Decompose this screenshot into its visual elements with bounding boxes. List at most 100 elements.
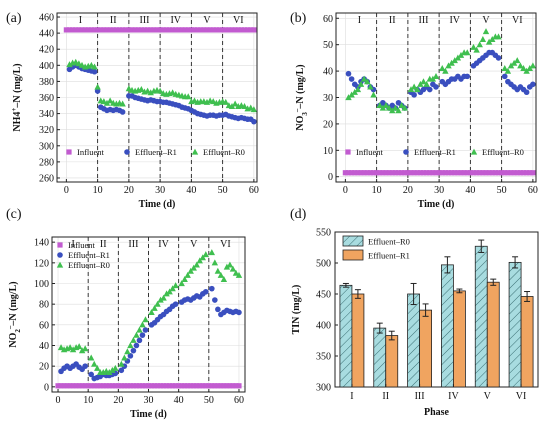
data-point [352,170,358,176]
data-point [445,170,452,176]
data-point [145,383,152,389]
data-point [236,309,242,316]
y-tick-label: 440 [39,29,54,40]
data-point [514,170,520,176]
data-point [231,100,239,107]
data-point [223,27,229,33]
series-Influent [342,170,536,176]
data-point [376,102,383,109]
data-point [115,383,121,389]
data-point [524,170,530,176]
data-point [94,364,101,371]
data-point [127,353,134,359]
data-point [132,27,138,33]
data-point [190,264,197,271]
data-point [527,170,533,176]
data-point [126,27,132,33]
y-tick-label: 400 [39,61,54,72]
data-point [79,27,85,33]
data-point [241,102,248,109]
data-point [212,383,218,389]
panel-label: (d) [290,207,307,222]
data-point [142,383,149,389]
y-tick-label: 400 [316,321,331,332]
data-point [157,296,164,303]
data-point [529,62,537,69]
data-point [94,88,101,94]
data-point [382,102,390,109]
data-point [75,343,83,350]
data-point [106,383,112,389]
data-point [408,170,414,176]
data-point [439,170,445,176]
bar-Effluent–R0 [508,261,522,388]
data-point [160,27,166,33]
data-point [489,36,496,43]
data-point [121,383,127,389]
phase-label: III [419,15,429,26]
data-point [154,383,161,389]
data-point [142,316,149,323]
x-tick-label: V [484,391,492,402]
data-point [81,345,89,352]
data-point [507,62,515,69]
data-point [502,170,508,176]
data-point [510,59,518,66]
data-point [228,102,236,109]
data-point [170,27,176,33]
data-point [179,27,185,33]
x-axis-label: Time (d) [139,199,176,210]
data-point [119,109,126,115]
data-point [127,383,134,389]
data-point [449,170,455,176]
data-point [426,86,433,93]
legend-label: Effluent–R0 [203,147,245,157]
data-point [248,27,254,33]
y-tick-label: 300 [316,383,331,394]
data-point [130,383,137,389]
data-point [185,27,191,33]
bar-Effluent–R0 [339,284,353,388]
legend-label: Effluent–R0 [68,260,110,270]
data-point [136,383,143,389]
data-point [154,300,161,307]
phase-label: II [389,15,396,26]
data-point [495,55,502,61]
bar-Effluent–R1 [385,335,399,388]
data-point [118,360,125,367]
data-point [147,89,154,96]
bar-Effluent–R1 [486,281,500,388]
phase-label: IV [449,15,460,26]
y-tick-label: 460 [39,13,54,24]
data-point [433,84,439,90]
x-tick-label: 30 [144,395,154,406]
bar-Effluent–R1 [419,309,432,388]
phase-label: VI [220,239,231,250]
data-point [345,170,352,176]
data-point [129,27,135,33]
x-tick-label: 20 [124,185,134,196]
legend-label: Influent [356,147,384,157]
data-point [401,104,408,111]
data-point [76,383,82,389]
data-point [70,383,76,389]
data-point [101,27,107,33]
data-point [399,170,405,176]
legend-marker [57,252,63,258]
data-point [517,170,523,176]
y-tick-label: 350 [316,352,331,363]
series-Effluent–R1 [66,62,257,125]
data-point [221,383,227,389]
data-point [385,104,393,111]
chart-panel-3: (c)I II III IV V VI0 10 20 30 40 50 600204060801001… [6,207,246,420]
data-point [520,65,527,72]
data-point [110,27,116,33]
data-point [157,27,163,33]
phase-label: V [190,239,198,250]
data-point [383,170,389,176]
x-tick-label: 50 [204,395,214,406]
data-point [94,383,100,389]
data-point [354,86,362,93]
